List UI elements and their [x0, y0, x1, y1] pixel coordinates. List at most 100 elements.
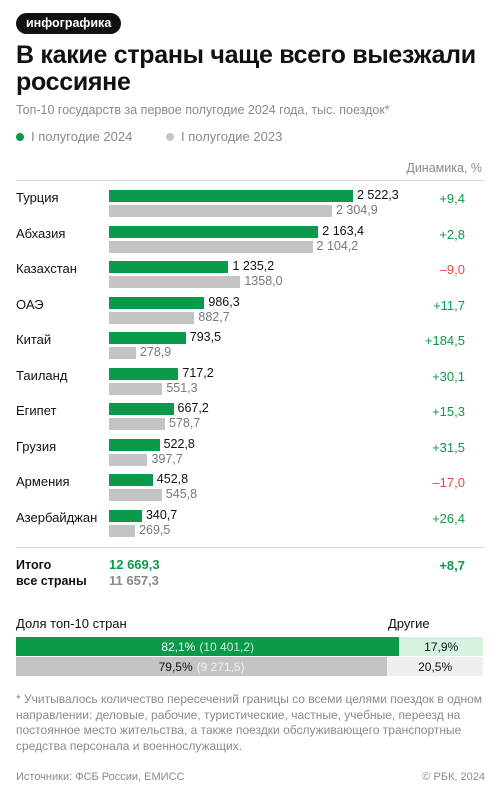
total-label: Итого все страны — [16, 557, 87, 589]
share-title: Доля топ-10 стран — [16, 616, 127, 631]
share-2024-other-percent: 17,9% — [424, 639, 459, 654]
bar-2023 — [109, 240, 313, 253]
chart-subtitle: Топ-10 государств за первое полугодие 20… — [16, 103, 390, 117]
share-other-label: Другие — [388, 616, 430, 631]
bar-row: Казахстан 1 235,2 1358,0 –9,0 — [0, 257, 501, 291]
bar-row: Абхазия 2 163,4 2 104,2 +2,8 — [0, 222, 501, 256]
dynamics-value: –9,0 — [439, 262, 465, 277]
bar-row: Азербайджан 340,7 269,5 +26,4 — [0, 506, 501, 540]
value-label-2024: 986,3 — [208, 294, 240, 309]
category-label: Грузия — [16, 438, 57, 454]
total-value-2023: 11 657,3 — [109, 573, 159, 588]
value-label-2024: 793,5 — [189, 330, 222, 344]
category-tag: инфографика — [16, 13, 122, 34]
share-bar-2024: 82,1% (10 401,2) 17,9% — [16, 637, 483, 656]
dynamics-value: +2,8 — [439, 226, 465, 242]
bar-2024 — [109, 225, 319, 238]
category-label: Армения — [16, 474, 70, 489]
bar-2024 — [109, 403, 174, 415]
category-label: Абхазия — [16, 225, 66, 241]
value-label-2023: 269,5 — [139, 522, 171, 537]
dynamics-value: +184,5 — [424, 333, 465, 348]
share-2024-percent: 82,1% — [161, 639, 196, 654]
value-label-2024: 2 163,4 — [322, 223, 364, 238]
bar-row: Таиланд 717,2 551,3 +30,1 — [0, 364, 501, 398]
share-2023-count: (9 271,5) — [196, 659, 245, 674]
bar-2024 — [109, 367, 179, 380]
total-dynamics: +8,7 — [439, 558, 465, 573]
bar-row: Китай 793,5 278,9 +184,5 — [0, 328, 501, 362]
bar-2024 — [109, 438, 160, 451]
bar-2024 — [109, 474, 153, 486]
value-label-2024: 717,2 — [182, 365, 214, 380]
legend-label-2024: I полугодие 2024 — [31, 129, 133, 144]
chart-title: В какие страны чаще всего выезжали росси… — [16, 41, 476, 96]
bar-2023 — [109, 276, 241, 288]
bar-2024 — [109, 509, 142, 522]
share-bar-2024-top10: 82,1% (10 401,2) — [16, 637, 400, 656]
bar-row: Грузия 522,8 397,7 +31,5 — [0, 435, 501, 469]
value-label-2023: 551,3 — [166, 380, 198, 395]
legend-item-2024: I полугодие 2024 — [16, 129, 132, 144]
total-label-line1: Итого — [16, 558, 52, 572]
total-label-line2: все страны — [16, 574, 87, 588]
share-bar-2023: 79,5% (9 271,5) 20,5% — [16, 657, 483, 676]
bar-row: Египет 667,2 578,7 +15,3 — [0, 399, 501, 433]
bar-row: Турция 2 522,3 2 304,9 +9,4 — [0, 186, 501, 220]
category-label: Египет — [16, 403, 57, 418]
value-label-2024: 452,8 — [156, 472, 189, 486]
legend-label-2023: I полугодие 2023 — [181, 129, 283, 144]
dynamics-value: +30,1 — [432, 368, 465, 384]
bar-row: Армения 452,8 545,8 –17,0 — [0, 470, 501, 504]
bar-2023 — [109, 347, 136, 359]
source: Источники: ФСБ России, ЕМИСС — [16, 771, 185, 783]
bar-2023 — [109, 205, 332, 217]
dynamics-value: +26,4 — [432, 510, 465, 526]
bar-2023 — [109, 524, 136, 537]
share-2024-count: (10 401,2) — [199, 639, 255, 654]
value-label-2024: 1 235,2 — [232, 259, 275, 273]
bar-2024 — [109, 261, 229, 273]
bar-2023 — [109, 453, 148, 466]
value-label-2024: 340,7 — [145, 507, 178, 522]
dynamics-value: –17,0 — [432, 475, 465, 490]
value-label-2023: 1358,0 — [244, 274, 283, 288]
bar-row: ОАЭ 986,3 882,7 +11,7 — [0, 293, 501, 327]
share-2023-percent: 79,5% — [158, 659, 193, 674]
share-bar-2023-top10: 79,5% (9 271,5) — [16, 657, 388, 676]
value-label-2024: 667,2 — [177, 401, 209, 415]
value-label-2023: 545,8 — [165, 487, 198, 501]
value-label-2023: 882,7 — [198, 309, 230, 324]
value-label-2023: 397,7 — [151, 451, 183, 466]
bar-2023 — [109, 311, 195, 324]
bar-2023 — [109, 382, 163, 395]
share-bar-2023-other: 20,5% — [387, 657, 483, 676]
bar-2024 — [109, 332, 186, 344]
header-divider — [16, 180, 485, 181]
total-value-2024: 12 669,3 — [109, 557, 160, 572]
dynamics-value: +15,3 — [432, 404, 465, 419]
legend-dot-2023 — [166, 132, 174, 141]
category-label: Таиланд — [16, 367, 68, 383]
footnote: * Учитывалось количество пересечений гра… — [16, 692, 483, 753]
category-label: ОАЭ — [16, 296, 44, 312]
value-label-2024: 522,8 — [163, 436, 195, 451]
dynamics-value: +9,4 — [439, 191, 465, 206]
share-2023-other-percent: 20,5% — [418, 659, 453, 674]
dynamics-header: Динамика, % — [406, 161, 482, 175]
value-label-2023: 578,7 — [168, 416, 201, 430]
total-divider — [16, 547, 485, 548]
category-label: Китай — [16, 332, 52, 347]
bar-2023 — [109, 489, 162, 501]
dynamics-value: +31,5 — [432, 439, 465, 455]
share-bar-2024-other: 17,9% — [399, 637, 483, 656]
bar-2024 — [109, 296, 205, 309]
category-label: Турция — [16, 190, 59, 205]
value-label-2024: 2 522,3 — [357, 188, 399, 202]
bar-2024 — [109, 190, 353, 202]
category-label: Азербайджан — [16, 509, 98, 525]
category-label: Казахстан — [16, 261, 77, 276]
value-label-2023: 278,9 — [139, 345, 172, 359]
dynamics-value: +11,7 — [433, 297, 465, 313]
value-label-2023: 2 104,2 — [316, 238, 359, 253]
